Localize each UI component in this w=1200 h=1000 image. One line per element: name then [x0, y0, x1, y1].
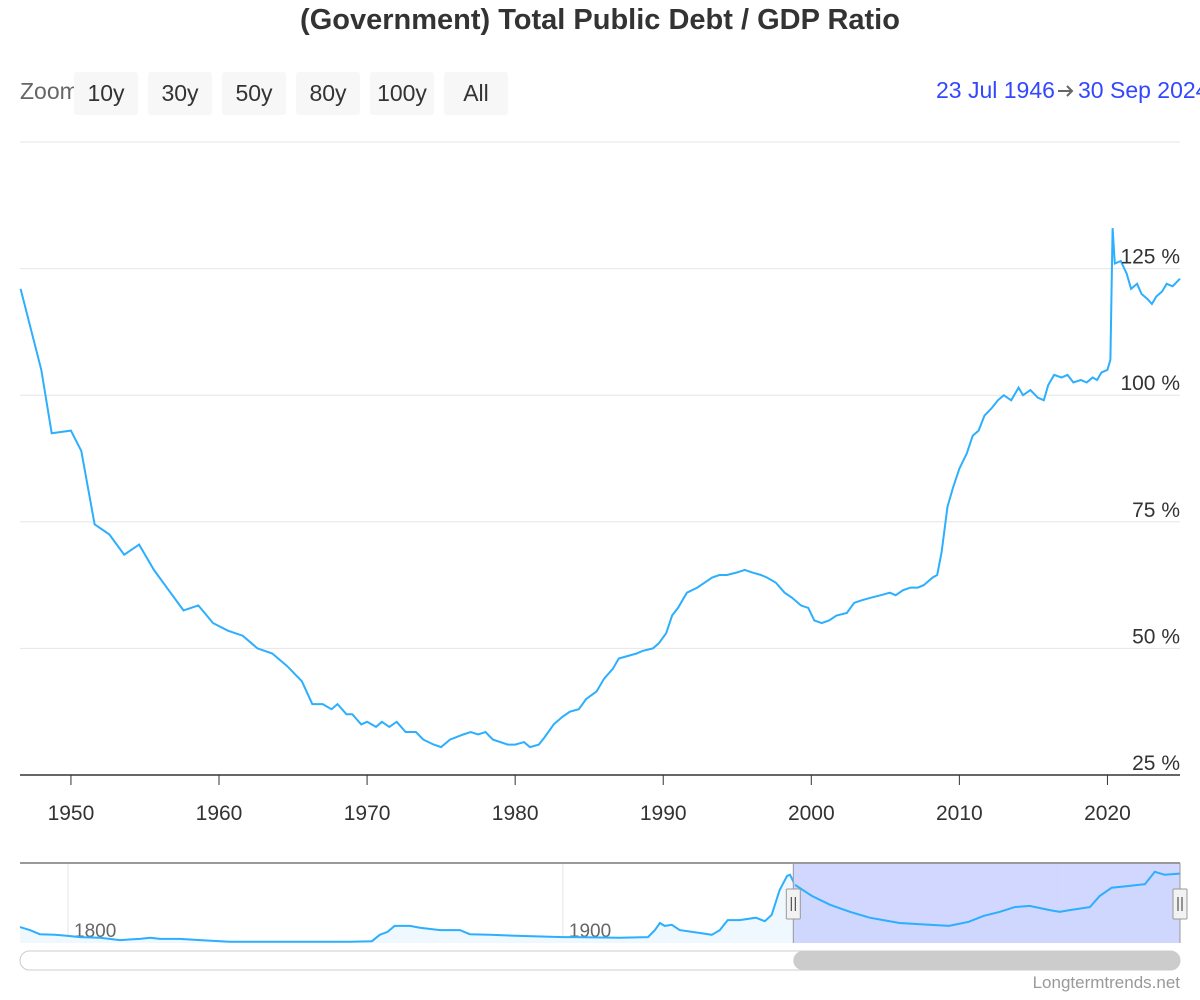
navigator-tick-label: 1800: [74, 921, 116, 942]
zoom-label: Zoom: [20, 78, 79, 104]
y-tick-label: 100 %: [1120, 372, 1180, 395]
range-from-input[interactable]: 23 Jul 1946: [936, 77, 1055, 103]
y-tick-label: 75 %: [1132, 499, 1180, 522]
zoom-80y-button[interactable]: 80y: [296, 72, 360, 115]
x-tick-label: 2020: [1084, 802, 1131, 825]
zoom-all-button[interactable]: All: [444, 72, 508, 115]
navigator-selected-range: [793, 863, 1180, 943]
zoom-100y-button[interactable]: 100y: [370, 72, 434, 115]
y-tick-label: 50 %: [1132, 625, 1180, 648]
navigator-series-line: [19, 870, 1180, 943]
scrollbar-thumb[interactable]: [793, 951, 1180, 970]
x-tick-label: 1970: [344, 802, 391, 825]
chart-title: (Government) Total Public Debt / GDP Rat…: [300, 4, 900, 36]
x-tick-label: 2010: [936, 802, 983, 825]
navigator-series-line-selected: [794, 870, 1180, 927]
series-line-debt-gdp: [19, 228, 1181, 749]
zoom-10y-button[interactable]: 10y: [74, 72, 138, 115]
x-tick-label: 1950: [48, 802, 95, 825]
grip-icon: [790, 897, 796, 911]
grip-icon: [1177, 897, 1183, 911]
navigator-tick-label: 1900: [569, 921, 611, 942]
scrollbar-track[interactable]: [19, 950, 1181, 971]
x-tick-label: 1960: [196, 802, 243, 825]
range-to-input[interactable]: 30 Sep 2024: [1078, 77, 1200, 103]
x-tick-label: 2000: [788, 802, 835, 825]
navigator-left-handle[interactable]: [785, 888, 801, 920]
x-tick-label: 1990: [640, 802, 687, 825]
range-arrow-icon: [1058, 85, 1074, 97]
y-tick-label: 25 %: [1132, 752, 1180, 775]
zoom-50y-button[interactable]: 50y: [222, 72, 286, 115]
navigator-tick-label: 2000: [1064, 921, 1106, 942]
y-tick-label: 125 %: [1120, 246, 1180, 269]
navigator-right-handle[interactable]: [1172, 888, 1188, 920]
x-tick-label: 1980: [492, 802, 539, 825]
credits-link[interactable]: Longtermtrends.net: [1032, 973, 1180, 992]
zoom-30y-button[interactable]: 30y: [148, 72, 212, 115]
navigator-area: [20, 871, 1180, 943]
